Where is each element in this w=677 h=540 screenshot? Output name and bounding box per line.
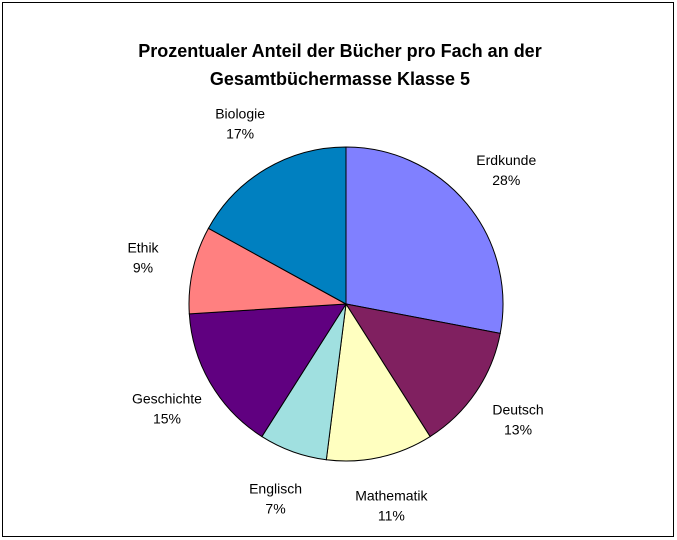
slice-value-label: 28%	[492, 172, 520, 188]
slice-category-label: Englisch	[249, 480, 302, 496]
slice-category-label: Geschichte	[132, 391, 202, 407]
pie-slice	[344, 303, 501, 438]
pie-slice	[207, 146, 347, 305]
chart-title: Gesamtbüchermasse Klasse 5	[210, 69, 470, 89]
slice-value-label: 15%	[153, 411, 181, 427]
pie-slice	[345, 146, 504, 335]
slice-value-label: 11%	[378, 508, 405, 524]
pie-slice	[325, 302, 431, 462]
slice-value-label: 17%	[226, 126, 254, 142]
slice-category-label: Erdkunde	[476, 152, 536, 168]
slice-category-label: Ethik	[127, 239, 159, 255]
slice-category-label: Deutsch	[492, 402, 543, 418]
slice-value-label: 13%	[504, 422, 532, 438]
slice-value-label: 7%	[265, 500, 285, 516]
chart-title: Prozentualer Anteil der Bücher pro Fach …	[138, 41, 541, 61]
pie-slice	[188, 303, 347, 438]
slice-category-label: Mathematik	[355, 488, 428, 504]
slice-value-label: 9%	[133, 259, 153, 275]
pie-slice	[188, 227, 348, 315]
slice-category-label: Biologie	[215, 106, 265, 122]
